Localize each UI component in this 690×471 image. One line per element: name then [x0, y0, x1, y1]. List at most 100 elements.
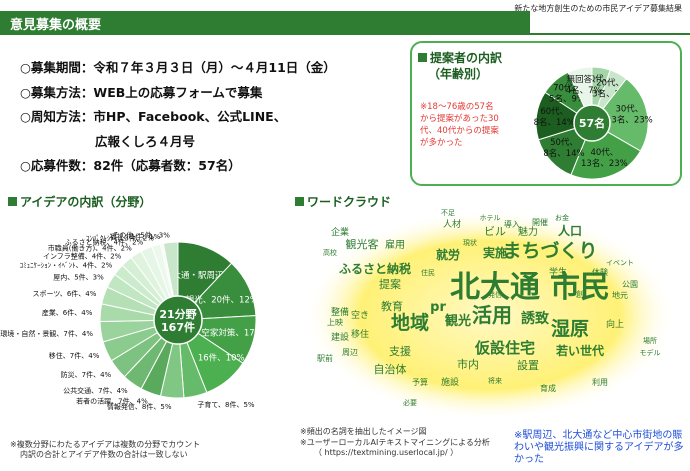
summary-note: ※駅周辺、北大通など中心市街地の賑わいや観光振興に関するアイデアが多かった: [514, 430, 684, 465]
age-subheading: （年齢別）: [428, 67, 489, 81]
field-note: ※複数分野にわたるアイデアは複数の分野でカウント 内訳の合計とアイデア件数の合計…: [10, 440, 201, 459]
age-slice-value: 5名、9%: [549, 93, 585, 104]
word-cloud-word: 場所: [643, 336, 657, 345]
outline-list: ○募集期間：令和７年３月３日（月）～４月11日（金） ○募集方法：WEB上の応募…: [20, 57, 336, 180]
word-cloud-word: 誘致: [521, 310, 550, 327]
word-cloud-word: お金: [555, 213, 569, 222]
word-cloud-word: 利用: [592, 377, 608, 387]
wordcloud-note: ※頻出の名詞を抽出したイメージ図 ※ユーザーローカルAIテキストマイニングによる…: [300, 427, 490, 457]
word-cloud-word: 学生: [549, 266, 567, 278]
word-cloud-word: 導入: [504, 219, 520, 229]
word-cloud-word: 自治体: [374, 362, 407, 376]
age-slice-value: 13名、23%: [581, 158, 628, 169]
word-cloud-word: 高校: [323, 248, 337, 257]
word-cloud-word: 支援: [389, 344, 411, 358]
age-slice-label: 70代、: [553, 82, 581, 93]
word-cloud-word: モデル: [640, 348, 661, 357]
word-cloud-word: 公園: [622, 280, 638, 289]
word-cloud-word: 現状: [463, 238, 477, 247]
word-cloud-word: ふるさと納税: [339, 261, 411, 276]
age-breakdown-panel: 提案者の内訳 （年齢別） ※18～76歳の57名から提案があった30代、40代か…: [410, 41, 682, 186]
field-slice-label: ふるさと納税、4件、2%: [65, 237, 144, 246]
word-cloud-word: 北大通: [450, 270, 540, 305]
field-slice-label: 生活環境・自然・景観、7件、4%: [0, 329, 93, 338]
field-slice-label: スポーツ、6件、4%: [33, 289, 97, 298]
age-slice: [591, 78, 649, 152]
word-cloud-word: 教育: [381, 299, 403, 313]
field-slice-label: 防災、7件、4%: [61, 370, 112, 379]
word-cloud-background: [304, 209, 676, 421]
age-slice-value: 3名、5%: [592, 89, 628, 100]
field-slice-label: 福祉、1件、1%: [110, 232, 161, 241]
word-cloud-word: ビル: [484, 225, 506, 238]
word-cloud-word: 提案: [379, 277, 401, 291]
word-cloud-word: 創: [576, 289, 584, 299]
age-slice-label: 60代、: [540, 106, 568, 117]
field-slice-label: 中心市街地・北大通・駅周辺、20件、12%: [113, 270, 279, 281]
word-cloud-word: 観光客: [346, 237, 379, 251]
field-slice-label: 観光、20件、12%: [186, 295, 258, 306]
word-cloud-word: 市内: [457, 357, 479, 371]
word-cloud-word: 予算: [412, 377, 428, 387]
age-slice-label: 無回答、: [567, 74, 601, 85]
word-cloud-word: 育成: [540, 383, 556, 393]
field-slice-label: 情報発信、8件、5%: [107, 402, 172, 411]
word-cloud-word: 実施: [483, 245, 507, 260]
field-slice-label: 空きビル・空家対策、17件、10%: [159, 328, 291, 339]
field-center-label: 21分野: [159, 307, 196, 321]
field-slice-label: 屋内、5件、3%: [53, 273, 104, 282]
word-cloud-word: 整備: [331, 306, 349, 318]
age-slice-value: 4名、7%: [566, 85, 602, 96]
field-slice-label: 移住、7件、4%: [49, 351, 100, 360]
word-cloud-word: イベント: [606, 259, 634, 267]
word-cloud-word: 湿原: [551, 318, 589, 340]
title-underline: [0, 33, 690, 35]
age-slice-value: 8名、14%: [543, 148, 584, 159]
field-slice-label: 公共交通、7件、4%: [63, 386, 128, 395]
outline-publicity: ○周知方法：市HP、Facebook、公式LINE、: [20, 109, 287, 124]
outline-count: ○応募件数：82件（応募者数：57名）: [20, 158, 241, 173]
word-cloud-word: 向上: [606, 318, 624, 330]
word-cloud-word: pr: [430, 300, 446, 315]
age-note: ※18～76歳の57名から提案があった30代、40代からの提案が多かった: [420, 102, 499, 148]
age-pie-chart: 10代、3名、5%20代、3名、5%30代、13名、23%40代、13名、23%…: [534, 66, 653, 180]
age-center-disc: [573, 104, 611, 142]
word-cloud-word: 駅前: [317, 353, 333, 363]
word-cloud-word: 将来: [488, 376, 502, 385]
word-cloud-word: 市民: [550, 270, 610, 305]
word-cloud-word: 住民: [421, 268, 435, 277]
wordcloud-heading: ワードクラウド: [295, 193, 391, 210]
square-bullet-icon: [8, 197, 17, 206]
word-cloud-word: 上映: [327, 317, 343, 327]
word-cloud-word: 体験: [592, 267, 608, 277]
word-cloud-word: 人口: [558, 223, 582, 238]
word-cloud-word: 施設: [441, 376, 459, 388]
age-slice-value: 13名、23%: [606, 115, 653, 126]
field-slice-label: 教育、16件、10%: [172, 353, 244, 364]
word-cloud-word: 設置: [517, 358, 539, 372]
word-cloud-word: 地元: [612, 290, 628, 300]
word-cloud-word: 地域: [391, 311, 429, 334]
age-slice-label: 20代、: [596, 78, 624, 89]
word-cloud-word: 活用: [472, 303, 512, 327]
field-heading: アイデアの内訳（分野）: [8, 193, 151, 210]
field-slice-label: 子育て、8件、5%: [197, 400, 255, 409]
page-title: 意見募集の概要: [0, 11, 530, 33]
outline-method: ○募集方法：WEB上の応募フォームで募集: [20, 84, 263, 100]
age-heading: 提案者の内訳: [418, 49, 502, 66]
field-slice-label: 市職員(働き方)、4件、2%: [48, 243, 132, 252]
word-cloud-word: 雇用: [385, 238, 405, 251]
word-cloud-word: 魅力: [518, 225, 538, 238]
word-cloud-word: 建設: [331, 331, 349, 343]
age-slice-label: 30代、: [615, 104, 643, 115]
word-cloud-word: 仮設住宅: [474, 339, 535, 357]
field-slice-label: ｺﾝﾊﾟｸﾄｼﾃｨ、3件、2%: [86, 233, 154, 242]
word-cloud-word: 企業: [331, 226, 349, 238]
word-cloud-word: ホテル: [480, 214, 501, 222]
word-cloud-word: 不足: [441, 209, 455, 217]
word-cloud-word: 就労: [436, 247, 460, 262]
field-slice-label: ｺﾐｭﾆｹｰｼｮﾝ・ｲﾍﾞﾝﾄ、4件、2%: [20, 261, 113, 270]
field-slice-label: その他、5件、3%: [112, 230, 170, 239]
report-caption: 新たな地方創生のための市民アイデア募集結果: [514, 4, 682, 13]
field-pie-chart: 中心市街地・北大通・駅周辺、20件、12% 観光、20件、12% 空きビル・空家対策…: [0, 230, 291, 411]
